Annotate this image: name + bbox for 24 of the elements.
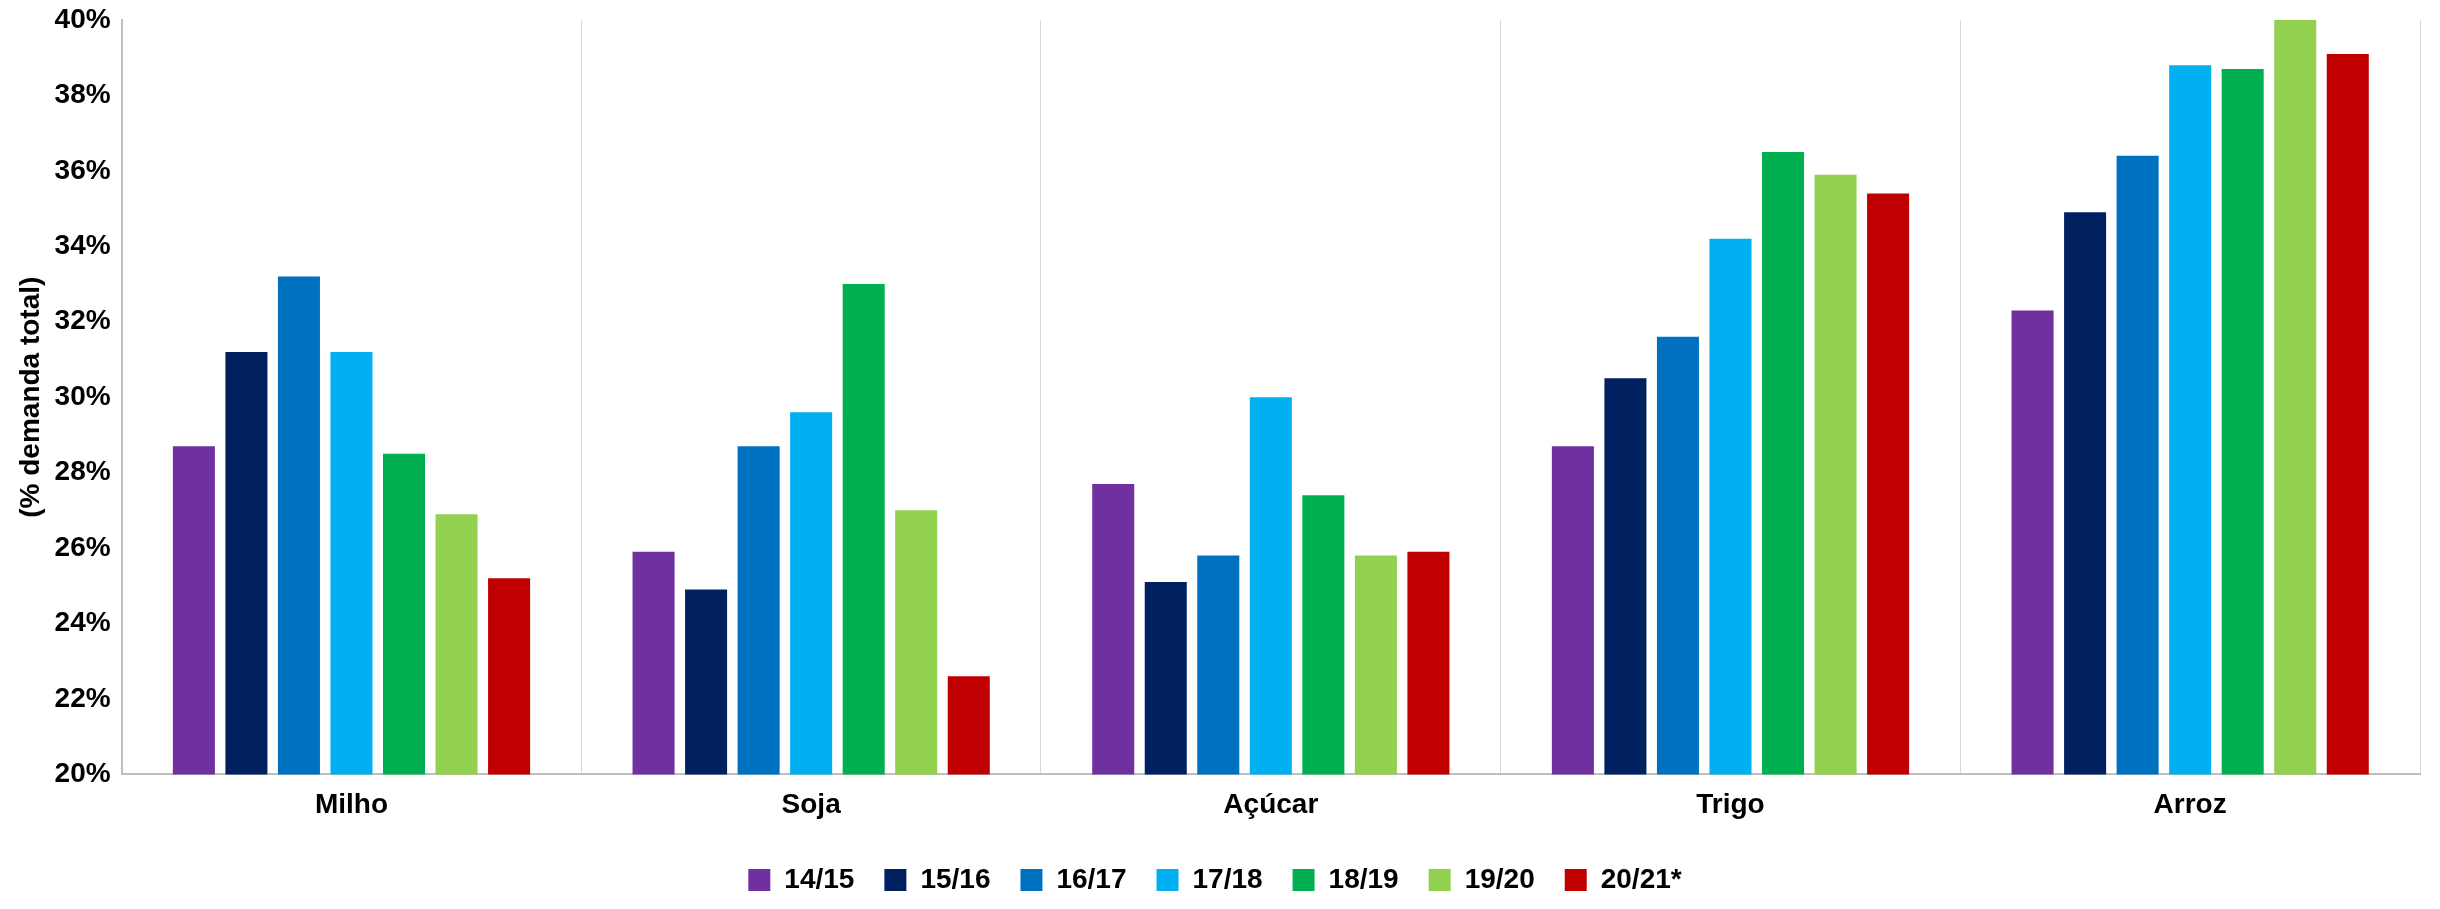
y-tick-label: 20% [54,757,111,789]
y-tick-label: 22% [54,681,111,713]
x-tick-label: Soja [781,787,842,819]
x-tick-label: Açúcar [1223,787,1319,819]
legend-label: 19/20 [1464,862,1535,894]
x-tick-label: Arroz [2153,787,2227,819]
y-tick-label: 28% [54,455,111,487]
legend-label: 15/16 [920,862,991,894]
y-tick-label: 26% [54,530,111,562]
x-tick-label: Trigo [1696,787,1765,819]
legend-label: 20/21* [1600,862,1682,894]
y-tick-label: 30% [54,379,111,411]
y-tick-label: 24% [54,606,111,638]
legend-label: 18/19 [1328,862,1399,894]
legend-label: 14/15 [784,862,855,894]
x-tick-label: Milho [314,787,389,819]
y-tick-label: 32% [54,304,111,336]
y-tick-label: 38% [54,78,111,110]
legend-label: 17/18 [1192,862,1263,894]
y-axis-title: (% demanda total) [13,276,45,518]
y-tick-label: 34% [54,229,111,261]
y-tick-label: 40% [54,2,111,34]
legend-label: 16/17 [1056,862,1127,894]
y-tick-label: 36% [54,153,111,185]
